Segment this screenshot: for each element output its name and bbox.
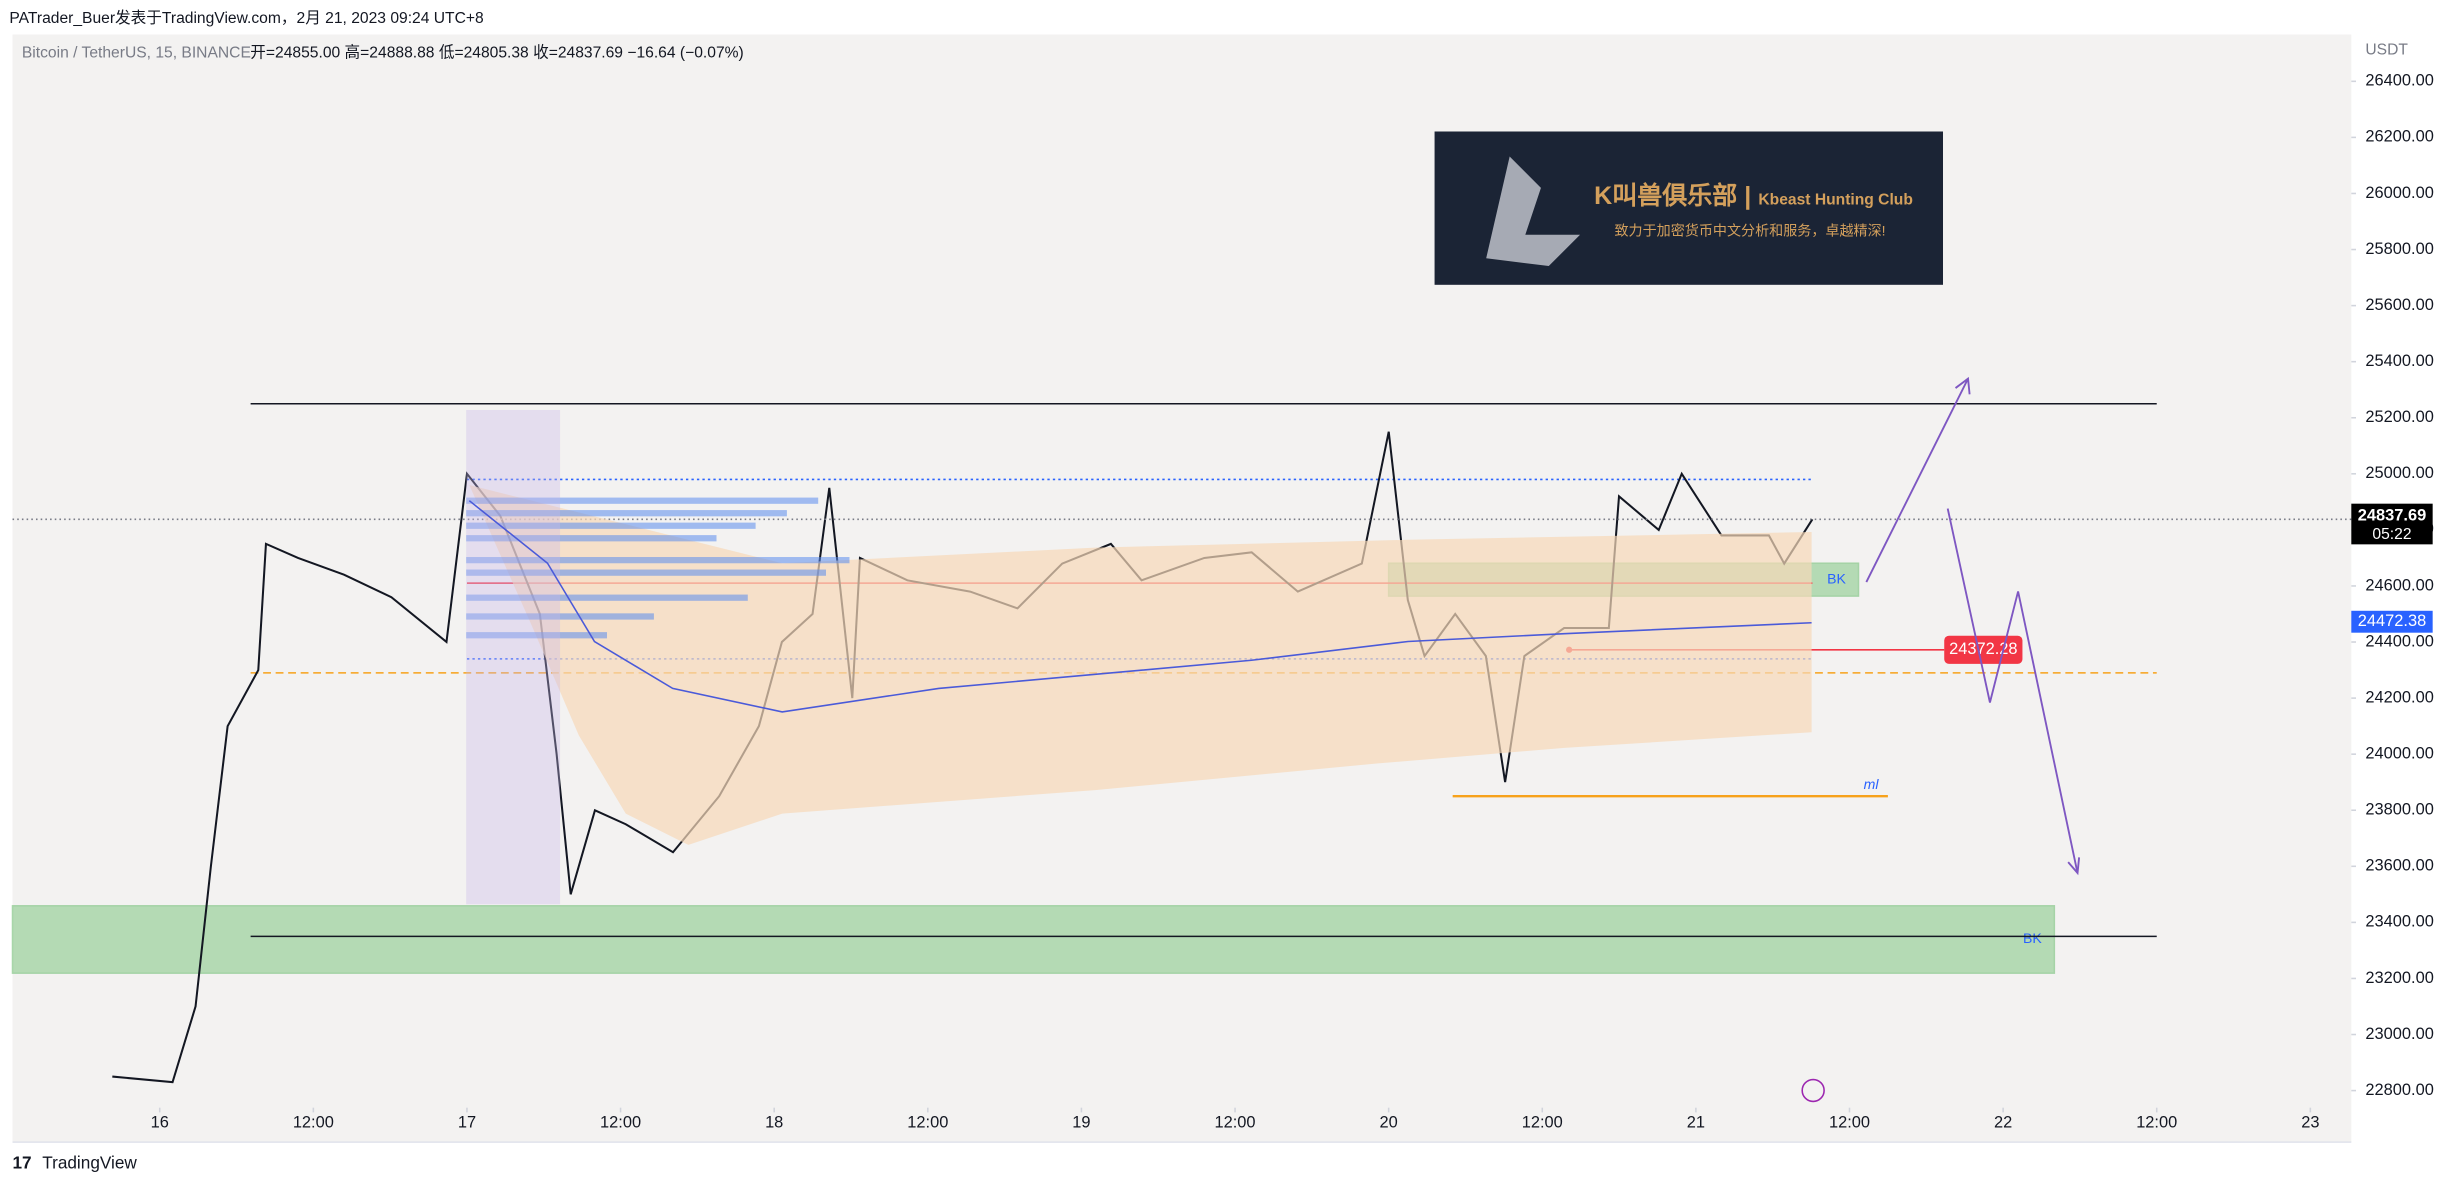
y-tick-label: 24600.00 [2365, 576, 2433, 594]
x-tick-label: 22 [1994, 1114, 2012, 1132]
banner-tagline: 致力于加密货币中文分析和服务，卓越精深! [1614, 222, 1885, 238]
zone [11, 905, 2056, 974]
y-tick-label: 23000.00 [2365, 1025, 2433, 1043]
y-tick-label: 24200.00 [2365, 688, 2433, 706]
publisher: PATrader_Buer发表于TradingView.com，2月 21, 2… [9, 9, 484, 27]
x-tick-label: 12:00 [2136, 1114, 2177, 1132]
y-tick-label: 25000.00 [2365, 464, 2433, 482]
ohlc-legend: 开=24855.00 高=24888.88 低=24805.38 收=24837… [250, 43, 743, 61]
x-tick-label: 12:00 [907, 1114, 948, 1132]
chart-title: Bitcoin / TetherUS, 15, BINANCE [22, 44, 251, 61]
x-tick-label: 19 [1072, 1114, 1090, 1132]
volume-profile-tail [466, 409, 561, 905]
zone-label: BK [2023, 930, 2042, 946]
alert-box [1944, 635, 2023, 664]
vwap-line [468, 500, 1812, 713]
x-tick-label: 23 [2301, 1114, 2319, 1132]
last-price-label: 24837.69 [2358, 507, 2426, 525]
x-tick-label: 12:00 [1829, 1114, 1870, 1132]
countdown: 05:22 [2372, 526, 2411, 543]
x-tick-label: 20 [1380, 1114, 1398, 1132]
last-price-box [2351, 503, 2433, 545]
y-tick-label: 25400.00 [2365, 352, 2433, 370]
x-tick-label: 12:00 [1215, 1114, 1256, 1132]
volume-profile [466, 497, 850, 639]
ml-label: ml [1864, 776, 1880, 792]
x-tick-label: 12:00 [600, 1114, 641, 1132]
price-marker-box [2351, 610, 2433, 633]
alert-label: 24372.28 [1949, 640, 2017, 658]
price-marker-label: 24472.38 [2358, 612, 2426, 630]
x-tick-label: 16 [151, 1114, 169, 1132]
y-tick-label: 22800.00 [2365, 1081, 2433, 1099]
logo-mark: 17 [13, 1153, 32, 1173]
y-tick-label: 26400.00 [2365, 72, 2433, 90]
y-tick-label: 23600.00 [2365, 857, 2433, 875]
projection-arrows [1865, 376, 2081, 876]
x-tick-label: 21 [1687, 1114, 1705, 1132]
y-tick-label: 25600.00 [2365, 296, 2433, 314]
banner-logo [1486, 156, 1581, 267]
y-tick-label: 26000.00 [2365, 184, 2433, 202]
y-tick-label: 26200.00 [2365, 128, 2433, 146]
event-icon[interactable] [1801, 1078, 1825, 1103]
x-tick-label: 12:00 [293, 1114, 334, 1132]
x-tick-label: 17 [458, 1114, 476, 1132]
banner-subtitle: Kbeast Hunting Club [1758, 191, 1913, 208]
axis-unit: USDT [2365, 41, 2408, 58]
x-tick-label: 12:00 [1522, 1114, 1563, 1132]
y-tick-label: 25200.00 [2365, 408, 2433, 426]
footer-brand: TradingView [42, 1153, 137, 1173]
y-tick-label: 23200.00 [2365, 969, 2433, 987]
x-tick-label: 18 [765, 1114, 783, 1132]
zone-label: BK [1827, 570, 1846, 586]
y-tick-label: 23400.00 [2365, 913, 2433, 931]
y-tick-label: 24000.00 [2365, 745, 2433, 763]
y-tick-label: 24400.00 [2365, 632, 2433, 650]
banner-title: K叫兽俱乐部 | [1594, 181, 1751, 210]
y-tick-label: 25800.00 [2365, 240, 2433, 258]
y-tick-label: 23800.00 [2365, 801, 2433, 819]
